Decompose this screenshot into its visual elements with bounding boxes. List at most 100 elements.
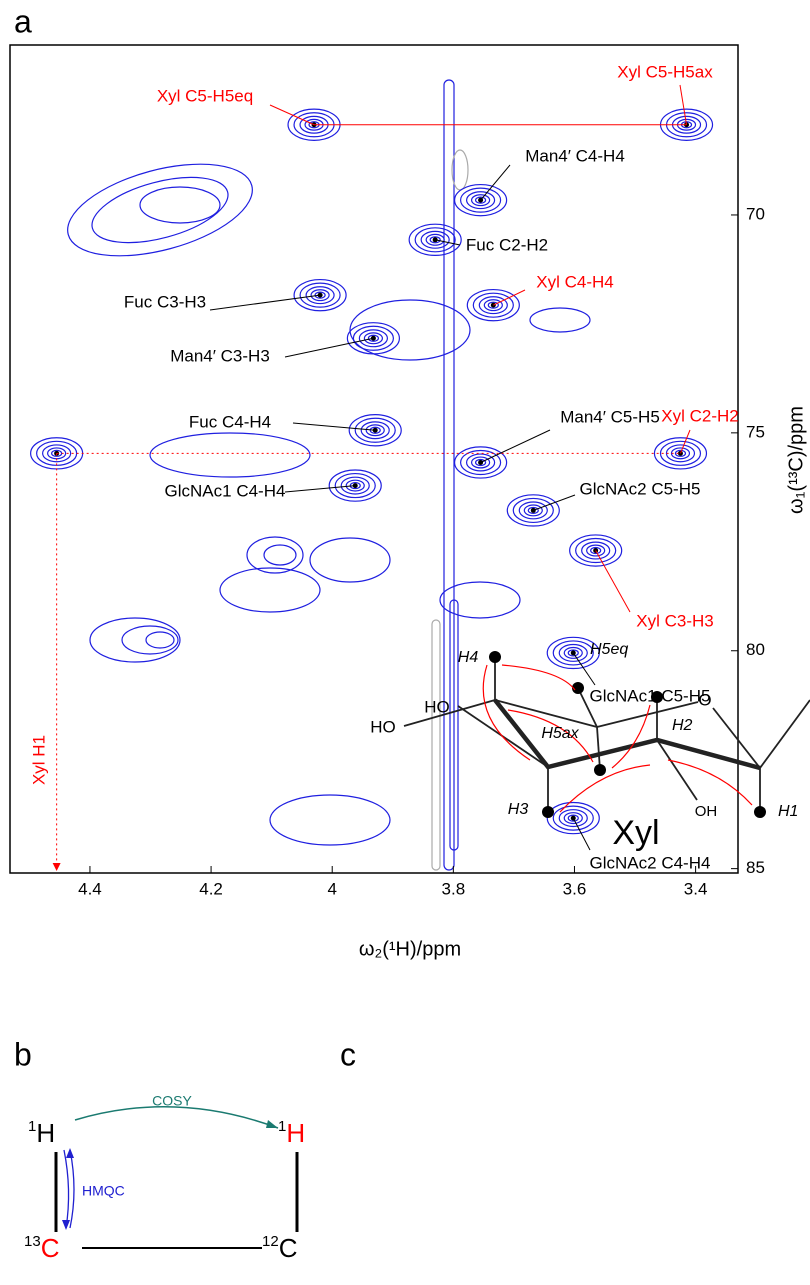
atom-label: H4 xyxy=(458,649,479,666)
panel-label: a xyxy=(14,3,32,39)
x-tick-label: 3.4 xyxy=(684,879,708,898)
contour xyxy=(567,814,579,822)
contour xyxy=(459,449,502,476)
sugar-name: Xyl xyxy=(612,814,659,852)
contour xyxy=(367,334,379,342)
contour xyxy=(334,472,376,499)
contour xyxy=(305,286,335,305)
x-tick-label: 4.4 xyxy=(78,879,102,898)
contour xyxy=(483,299,503,312)
contour xyxy=(365,424,385,437)
peak-label: Xyl C4-H4 xyxy=(536,272,613,291)
bonds xyxy=(54,1152,299,1249)
x-tick-label: 4.2 xyxy=(199,879,223,898)
element: H xyxy=(286,1118,305,1148)
mass: 1 xyxy=(278,1118,286,1135)
leader xyxy=(572,817,591,851)
leader xyxy=(595,550,631,613)
contour xyxy=(670,447,691,460)
spectrum: Xyl C5-H5eq Xyl C5-H5ax Man4′ C4-H4 Fuc C2-… xyxy=(9,44,739,874)
contour xyxy=(546,801,600,835)
element: C xyxy=(279,1233,298,1263)
peak-label: Xyl H1 xyxy=(29,735,48,785)
atom-label: HO xyxy=(424,697,450,716)
contour xyxy=(459,187,502,213)
hmqc-label: HMQC xyxy=(82,1183,125,1199)
contour xyxy=(465,453,496,472)
atom-label: OH xyxy=(695,803,718,820)
x-tick-label: 3.8 xyxy=(442,879,466,898)
atom-label: H2 xyxy=(672,717,693,734)
background-contours xyxy=(67,79,591,871)
atom-label: O xyxy=(698,690,711,709)
contour xyxy=(487,301,499,309)
y-axis-label: ω₁(¹³C)/ppm xyxy=(785,406,807,514)
bonds xyxy=(403,657,810,812)
peak-label: GlcNAc2 C5-H5 xyxy=(580,479,701,498)
atom-label: H5eq xyxy=(590,641,628,658)
hmqc-arrows xyxy=(63,1149,75,1229)
leader xyxy=(572,652,596,686)
contour xyxy=(346,322,400,355)
peak-label: Fuc C3-H3 xyxy=(124,292,206,311)
nucleus: 12C xyxy=(262,1233,297,1263)
peak-label: GlcNAc2 C4-H4 xyxy=(590,853,711,872)
nucleus: 1H xyxy=(28,1118,55,1148)
peak-label: GlcNAc1 C5-H5 xyxy=(590,686,711,705)
mass: 13 xyxy=(24,1233,41,1250)
peak-label: Xyl C5-H5eq xyxy=(157,86,253,105)
arrow-head xyxy=(266,1120,278,1128)
y-tick-label: 80 xyxy=(746,640,765,659)
leader xyxy=(435,239,461,246)
contour xyxy=(420,230,450,249)
arrow-head xyxy=(66,1148,74,1158)
leader xyxy=(292,422,376,431)
contour xyxy=(328,469,382,502)
leader xyxy=(493,289,526,306)
contour xyxy=(674,449,687,457)
contour xyxy=(546,636,600,670)
contour xyxy=(659,440,702,466)
element: H xyxy=(36,1118,55,1148)
contour xyxy=(552,805,594,831)
contour xyxy=(665,444,696,463)
peak-label: Fuc C4-H4 xyxy=(189,412,271,431)
arrow-head xyxy=(62,1220,70,1230)
atom-label: H3 xyxy=(508,801,529,818)
peak-label: Fuc C2-H2 xyxy=(466,235,548,254)
diagram-c: H4 H5eq O H2 HO HO H5ax H3 H1 OH Xyl xyxy=(370,641,810,852)
leader xyxy=(480,164,511,201)
peak-label: Man4′ C3-H3 xyxy=(170,346,270,365)
contour xyxy=(523,504,543,517)
atom-label: HO xyxy=(370,717,396,736)
x-tick-label: 3.6 xyxy=(563,879,587,898)
contour xyxy=(348,414,402,447)
leader xyxy=(284,485,356,493)
peak-label: Xyl C3-H3 xyxy=(636,611,713,630)
contour xyxy=(512,497,554,524)
contour xyxy=(472,292,514,318)
atom-label: H5ax xyxy=(541,725,579,742)
contour xyxy=(474,458,487,467)
contour xyxy=(293,278,347,312)
contour xyxy=(478,296,508,315)
contour xyxy=(558,643,588,662)
peak-label: Man4′ C5-H5 xyxy=(560,407,660,426)
contour xyxy=(470,194,491,207)
x-axis-label: ω₂(¹H)/ppm xyxy=(359,938,461,960)
contour xyxy=(354,417,396,443)
contour xyxy=(314,291,326,299)
contour xyxy=(42,444,72,463)
mass: 12 xyxy=(262,1233,279,1250)
contour xyxy=(470,456,491,469)
contour xyxy=(563,812,583,825)
contour xyxy=(358,329,388,348)
contour xyxy=(527,506,539,515)
arrow-head xyxy=(52,863,61,871)
diagram-b: 1H 1H 13C 12C COSY HMQC xyxy=(24,1093,305,1263)
y-tick-label: 70 xyxy=(746,204,765,223)
atom-label: H1 xyxy=(778,803,798,820)
leader xyxy=(269,104,315,126)
contour xyxy=(299,282,341,308)
